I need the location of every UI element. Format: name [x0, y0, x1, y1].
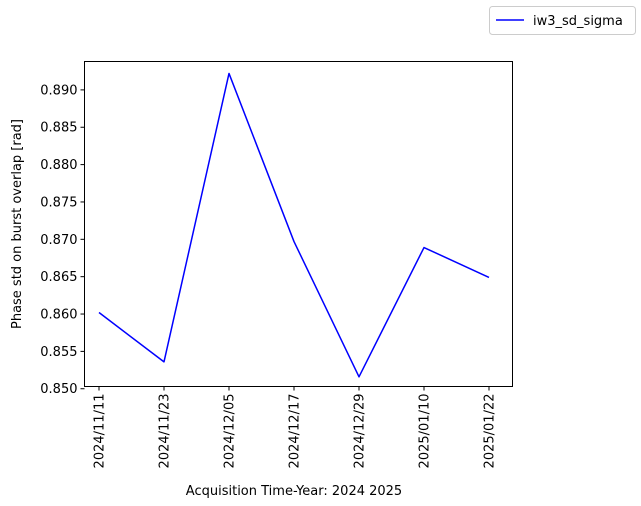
x-tick-label: 2024/12/29: [353, 394, 368, 469]
legend-label-iw3-sd-sigma: iw3_sd_sigma: [533, 14, 623, 29]
y-tick-label: 0.850: [40, 382, 77, 397]
y-tick-label: 0.885: [40, 121, 77, 136]
y-axis-label: Phase std on burst overlap [rad]: [10, 119, 25, 329]
y-tick-label: 0.880: [40, 158, 77, 173]
y-tick-label: 0.870: [40, 233, 77, 248]
x-tick-label: 2024/12/17: [288, 394, 303, 469]
x-tick-label: 2025/01/10: [418, 394, 433, 469]
y-tick-label: 0.890: [40, 83, 77, 98]
y-tick-label: 0.875: [40, 195, 77, 210]
y-axis: 0.850 0.855 0.860 0.865 0.870 0.875 0.880 0.885…: [40, 83, 85, 397]
y-tick-label: 0.855: [40, 345, 77, 360]
series-layer: [98, 72, 490, 378]
x-axis: 2024/11/11 2024/11/23 2024/12/05 2024/12/17…: [93, 386, 498, 469]
x-tick-label: 2024/11/11: [93, 394, 108, 469]
x-tick-label: 2024/11/23: [158, 394, 173, 469]
legend-box: [489, 6, 636, 35]
y-tick-label: 0.865: [40, 270, 77, 285]
x-tick-label: 2025/01/22: [483, 394, 498, 469]
y-tick-label: 0.860: [40, 308, 77, 323]
x-axis-label: Acquisition Time-Year: 2024 2025: [186, 484, 402, 499]
x-tick-label: 2024/12/05: [223, 394, 238, 469]
plot-area: [84, 61, 513, 387]
legend: iw3_sd_sigma: [489, 6, 636, 35]
